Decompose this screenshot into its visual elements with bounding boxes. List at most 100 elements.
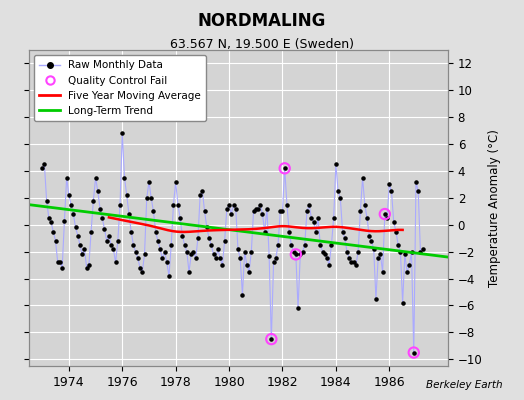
Point xyxy=(389,219,398,225)
Point xyxy=(121,174,129,181)
Point xyxy=(298,248,307,255)
Point xyxy=(374,255,383,262)
Point xyxy=(405,262,413,268)
Point xyxy=(263,206,271,212)
Point xyxy=(254,206,262,212)
Point xyxy=(243,262,251,268)
Point xyxy=(292,251,300,258)
Point xyxy=(383,215,391,221)
Point xyxy=(392,228,400,235)
Point xyxy=(56,259,64,266)
Point xyxy=(230,202,238,208)
Point xyxy=(249,208,258,214)
Point xyxy=(227,211,235,217)
Point xyxy=(236,255,244,262)
Point xyxy=(380,211,389,217)
Point xyxy=(185,269,193,275)
Point xyxy=(160,248,169,255)
Point xyxy=(123,192,131,198)
Point xyxy=(289,248,298,255)
Point xyxy=(58,265,67,271)
Point xyxy=(38,165,46,172)
Point xyxy=(363,215,371,221)
Point xyxy=(267,336,276,342)
Point xyxy=(365,232,374,239)
Y-axis label: Temperature Anomaly (°C): Temperature Anomaly (°C) xyxy=(488,129,501,287)
Point xyxy=(336,195,344,201)
Point xyxy=(312,228,320,235)
Point xyxy=(276,208,285,214)
Legend: Raw Monthly Data, Quality Control Fail, Five Year Moving Average, Long-Term Tren: Raw Monthly Data, Quality Control Fail, … xyxy=(34,55,206,121)
Point xyxy=(361,202,369,208)
Point xyxy=(198,188,206,194)
Point xyxy=(316,242,324,248)
Point xyxy=(358,174,367,181)
Point xyxy=(416,248,424,255)
Point xyxy=(325,262,333,268)
Point xyxy=(280,165,289,172)
Point xyxy=(367,238,376,244)
Point xyxy=(109,246,117,252)
Point xyxy=(212,255,220,262)
Point xyxy=(67,202,75,208)
Point xyxy=(341,235,349,242)
Point xyxy=(410,349,418,356)
Point xyxy=(280,165,289,172)
Point xyxy=(173,202,182,208)
Point xyxy=(339,228,347,235)
Point xyxy=(354,248,362,255)
Point xyxy=(116,202,124,208)
Point xyxy=(145,178,153,185)
Point xyxy=(49,228,58,235)
Point xyxy=(107,242,115,248)
Point xyxy=(147,195,156,201)
Point xyxy=(332,161,340,168)
Point xyxy=(334,188,342,194)
Point xyxy=(283,202,291,208)
Point xyxy=(252,206,260,212)
Point xyxy=(89,198,97,204)
Point xyxy=(94,188,102,194)
Point xyxy=(189,248,198,255)
Point xyxy=(64,192,73,198)
Point xyxy=(303,208,311,214)
Point xyxy=(169,202,178,208)
Point xyxy=(143,195,151,201)
Point xyxy=(87,228,95,235)
Point xyxy=(352,262,360,268)
Point xyxy=(369,246,378,252)
Point xyxy=(45,215,53,221)
Point xyxy=(238,292,247,298)
Point xyxy=(292,251,300,258)
Point xyxy=(132,248,140,255)
Point xyxy=(407,248,416,255)
Point xyxy=(296,251,304,258)
Point xyxy=(321,251,329,258)
Point xyxy=(114,238,122,244)
Point xyxy=(80,246,89,252)
Point xyxy=(412,178,420,185)
Point xyxy=(162,259,171,266)
Point xyxy=(183,248,191,255)
Point xyxy=(98,215,106,221)
Point xyxy=(216,255,224,262)
Text: 63.567 N, 19.500 E (Sweden): 63.567 N, 19.500 E (Sweden) xyxy=(170,38,354,51)
Point xyxy=(187,251,195,258)
Point xyxy=(419,246,427,252)
Point xyxy=(125,211,133,217)
Point xyxy=(314,215,322,221)
Point xyxy=(234,246,242,252)
Point xyxy=(221,238,229,244)
Point xyxy=(112,259,120,266)
Point xyxy=(73,232,82,239)
Point xyxy=(51,238,60,244)
Point xyxy=(387,188,396,194)
Point xyxy=(136,265,144,271)
Point xyxy=(167,242,176,248)
Point xyxy=(267,336,276,342)
Point xyxy=(319,248,327,255)
Point xyxy=(225,202,233,208)
Point xyxy=(376,251,385,258)
Point xyxy=(294,305,302,311)
Point xyxy=(156,246,165,252)
